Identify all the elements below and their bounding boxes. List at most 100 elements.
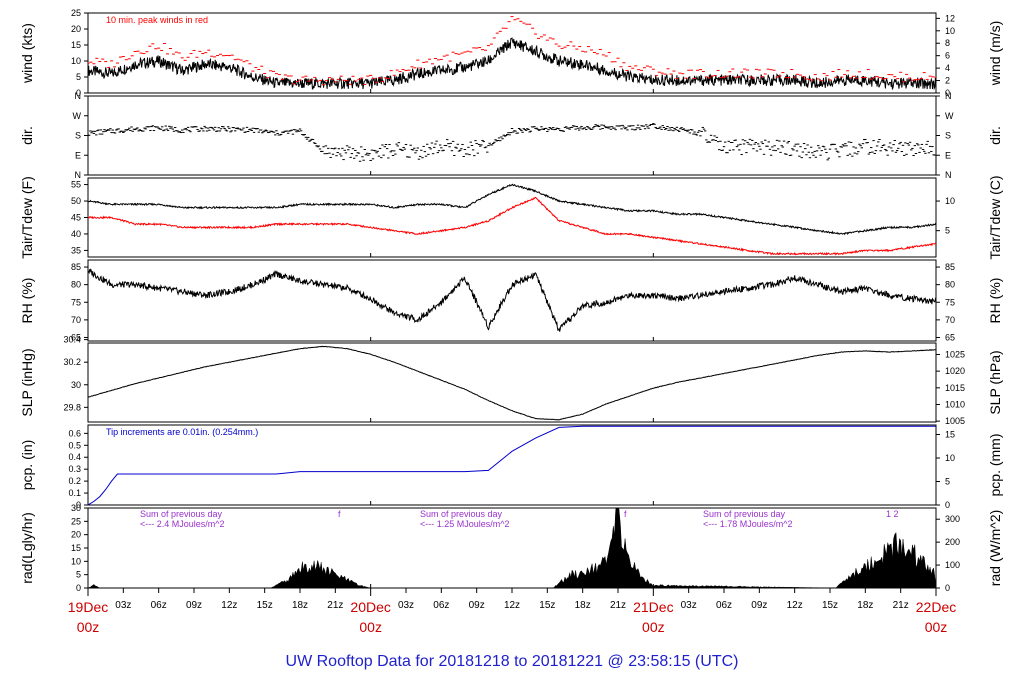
left-tick-label: 15 <box>71 40 81 50</box>
right-tick-label: 85 <box>945 262 955 272</box>
left-tick-label: 65 <box>71 332 81 342</box>
left-tick-label: S <box>75 131 81 141</box>
ylabel-left: Tair/Tdew (F) <box>19 176 35 258</box>
left-tick-label: 55 <box>71 180 81 190</box>
right-tick-label: S <box>945 131 951 141</box>
radiation-note-line1: Sum of previous day <box>140 509 223 519</box>
left-tick-label: 0.5 <box>68 440 81 450</box>
ylabel-right: rad (W/m^2) <box>987 510 1003 587</box>
panel-slp: SLP (inHg) SLP (hPa) 29.8 30 30.2 30.4 1005 101… <box>19 335 1003 427</box>
ylabel-left: wind (kts) <box>19 23 35 84</box>
series-group <box>88 425 936 505</box>
x-tick-label: 03z <box>115 600 131 611</box>
ylabel-left: RH (%) <box>19 278 35 324</box>
left-tick-label: W <box>73 111 82 121</box>
x-tick-label: 03z <box>398 600 414 611</box>
day-hour-label: 00z <box>359 619 382 635</box>
series-group <box>88 508 936 588</box>
left-tick-label: 5 <box>76 72 81 82</box>
left-tick-label: 75 <box>71 297 81 307</box>
left-tick-label: 20 <box>71 24 81 34</box>
right-tick-label: 10 <box>945 196 955 206</box>
right-tick-label: 100 <box>945 560 960 570</box>
panel-frame <box>87 342 937 423</box>
x-axis: 03z 06z 09z 12z 15z 18z 21z 03z 06z 09z 12z 15z 18z 2… <box>68 588 956 635</box>
radiation-note-line1: Sum of previous day <box>703 509 786 519</box>
x-tick-label: 15z <box>539 600 555 611</box>
left-tick-label: 5 <box>76 570 81 580</box>
right-tick-label: 5 <box>945 476 950 486</box>
right-tick-label: 0 <box>945 88 950 98</box>
right-tick-label: 15 <box>945 429 955 439</box>
x-tick-label: 12z <box>221 600 237 611</box>
right-tick-label: 75 <box>945 297 955 307</box>
right-tick-label: 0 <box>945 500 950 510</box>
series-tair <box>88 183 936 236</box>
left-tick-label: 85 <box>71 262 81 272</box>
ylabel-left: SLP (inHg) <box>19 348 35 416</box>
radiation-flag: f <box>338 509 341 519</box>
x-tick-label: 18z <box>292 600 308 611</box>
left-tick-label: 30.2 <box>63 357 81 367</box>
ylabel-right: Tair/Tdew (C) <box>987 175 1003 259</box>
series-group <box>88 16 936 91</box>
left-tick-label: 70 <box>71 315 81 325</box>
right-tick-label: N <box>945 91 952 101</box>
day-label: 21Dec <box>633 599 673 615</box>
radiation-area <box>88 508 936 588</box>
x-tick-label: 12z <box>787 600 803 611</box>
x-tick-label: 06z <box>433 600 449 611</box>
series-tdew <box>88 196 936 256</box>
panel-rad: rad(Lgly/hr) rad (W/m^2)05101520253001002… <box>19 503 1003 593</box>
left-tick-label: 30 <box>71 380 81 390</box>
radiation-note-line2: <--- 1.25 MJoules/m^2 <box>420 519 510 529</box>
series-group <box>88 123 936 162</box>
right-tick-label: 8 <box>945 38 950 48</box>
left-tick-label: 0.6 <box>68 428 81 438</box>
ylabel-left: pcp. (in) <box>19 440 35 491</box>
chart-title: UW Rooftop Data for 20181218 to 20181221… <box>286 653 739 670</box>
ylabel-right: pcp. (mm) <box>987 434 1003 497</box>
ylabel-left: rad(Lgly/hr) <box>19 512 35 584</box>
x-tick-label: 21z <box>893 600 909 611</box>
left-tick-label: E <box>75 150 81 160</box>
right-tick-label: 4 <box>945 63 950 73</box>
day-label: 22Dec <box>916 599 956 615</box>
panel-frame <box>87 95 937 176</box>
ylabel-right: wind (m/s) <box>987 21 1003 87</box>
radiation-note-line1: Sum of previous day <box>420 509 503 519</box>
x-tick-label: 09z <box>751 600 767 611</box>
left-tick-label: 0 <box>76 583 81 593</box>
left-tick-label: 30 <box>71 503 81 513</box>
panel-annotation: 10 min. peak winds in red <box>106 15 208 25</box>
left-tick-label: 29.8 <box>63 402 81 412</box>
right-tick-label: 80 <box>945 280 955 290</box>
ylabel-right: RH (%) <box>987 278 1003 324</box>
x-tick-label: 09z <box>186 600 202 611</box>
radiation-note-line2: <--- 1.78 MJoules/m^2 <box>703 519 793 529</box>
left-tick-label: 0.2 <box>68 476 81 486</box>
ylabel-right: SLP (hPa) <box>987 350 1003 414</box>
day-hour-label: 00z <box>925 619 948 635</box>
left-tick-label: 40 <box>71 229 81 239</box>
left-tick-label: N <box>75 170 82 180</box>
day-hour-label: 00z <box>642 619 665 635</box>
right-tick-label: 1010 <box>945 399 965 409</box>
left-tick-label: 10 <box>71 56 81 66</box>
right-tick-label: 2 <box>945 76 950 86</box>
panels: wind (kts) wind (m/s)05101520250246810121… <box>19 8 1003 593</box>
right-tick-label: 5 <box>945 226 950 236</box>
ylabel-right: dir. <box>987 126 1003 145</box>
series-wind <box>88 37 936 91</box>
radiation-note-line2: <--- 2.4 MJoules/m^2 <box>140 519 225 529</box>
x-tick-label: 06z <box>151 600 167 611</box>
x-tick-label: 03z <box>681 600 697 611</box>
series-slp <box>88 345 936 421</box>
left-tick-label: 25 <box>71 8 81 18</box>
left-tick-label: 0 <box>76 500 81 510</box>
day-hour-label: 00z <box>77 619 100 635</box>
series-group <box>88 268 936 332</box>
panel-frame <box>87 424 937 506</box>
panel-frame <box>87 177 937 258</box>
